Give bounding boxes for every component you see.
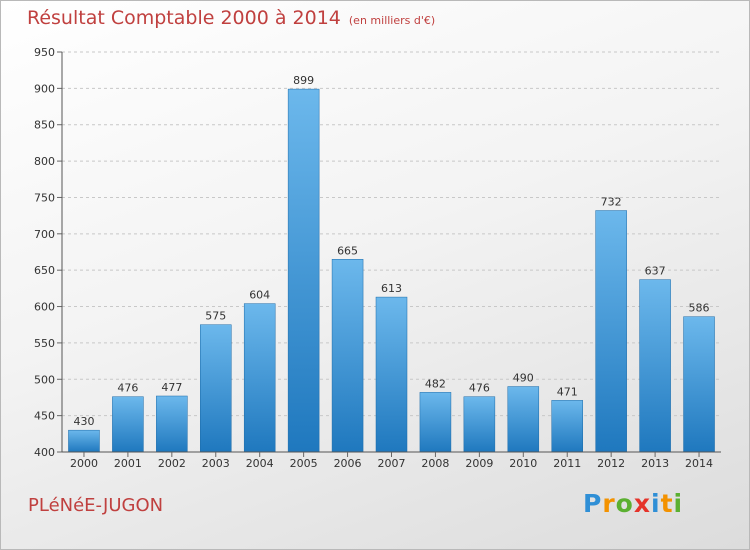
x-tick-label: 2003 [202, 457, 230, 470]
bar [683, 316, 715, 453]
x-tick-label: 2002 [158, 457, 186, 470]
bar [463, 396, 496, 453]
bar [331, 259, 364, 453]
x-tick-label: 2009 [465, 457, 493, 470]
data-label: 490 [513, 372, 534, 385]
data-label: 482 [425, 377, 446, 390]
chart-title-text: Résultat Comptable 2000 à 2014 [27, 7, 341, 29]
y-tick-label: 400 [34, 446, 55, 459]
x-tick-label: 2001 [114, 457, 142, 470]
x-tick-label: 2000 [70, 457, 98, 470]
bar [551, 400, 583, 453]
bar [419, 392, 452, 453]
y-tick-label: 950 [34, 46, 55, 59]
bar [200, 324, 232, 453]
y-tick-label: 450 [34, 410, 55, 423]
x-tick-label: 2013 [641, 457, 669, 470]
chart-subtitle: (en milliers d'€) [348, 14, 436, 27]
bars: 430 476 477 575 604 899 665 613 482 476 490 471 732 6… [68, 74, 715, 453]
bar [287, 88, 320, 453]
y-tick-label: 800 [34, 155, 55, 168]
logo-letter: P [583, 489, 603, 518]
data-label: 430 [73, 415, 94, 428]
y-axis: 400 450 500 550 600 650 700 750 800 850 900 950 [34, 46, 63, 459]
bar [243, 303, 276, 453]
data-label: 586 [689, 302, 710, 315]
data-label: 665 [337, 244, 358, 257]
x-tick-label: 2014 [685, 457, 713, 470]
logo-letter: t [660, 489, 674, 518]
data-label: 575 [205, 310, 226, 323]
x-tick-label: 2011 [553, 457, 581, 470]
x-tick-label: 2004 [246, 457, 274, 470]
y-tick-label: 750 [34, 191, 55, 204]
data-label: 476 [469, 382, 490, 395]
x-tick-label: 2010 [509, 457, 537, 470]
proxiti-logo: Proxiti [583, 489, 683, 518]
x-axis: 2000 2001 2002 2003 2004 2005 2006 2007 2008 2009… [62, 451, 721, 470]
y-tick-label: 850 [34, 119, 55, 132]
x-tick-label: 2008 [421, 457, 449, 470]
logo-letter: r [602, 489, 616, 518]
data-label: 613 [381, 282, 402, 295]
x-tick-label: 2006 [334, 457, 362, 470]
y-tick-label: 550 [34, 337, 55, 350]
data-label: 637 [645, 265, 666, 278]
logo-letter: i [651, 489, 661, 518]
logo-letter: i [673, 489, 684, 518]
data-label: 899 [293, 74, 314, 87]
y-tick-label: 700 [34, 228, 55, 241]
logo-letter: o [615, 489, 634, 518]
data-label: 604 [249, 289, 270, 302]
logo-letter: x [633, 489, 651, 518]
bar [595, 210, 627, 453]
bar [639, 279, 671, 453]
data-label: 471 [557, 385, 578, 398]
chart-title: Résultat Comptable 2000 à 2014 (en millie… [27, 7, 435, 29]
data-label: 477 [161, 381, 182, 394]
bar [112, 396, 144, 453]
bar [375, 296, 408, 453]
bar [156, 395, 188, 453]
x-tick-label: 2012 [597, 457, 625, 470]
x-tick-label: 2005 [290, 457, 318, 470]
y-tick-label: 500 [34, 373, 55, 386]
data-label: 476 [117, 382, 138, 395]
city-name: PLéNéE-JUGON [28, 495, 164, 516]
x-tick-label: 2007 [378, 457, 406, 470]
y-tick-label: 900 [34, 82, 55, 95]
data-label: 732 [601, 196, 622, 209]
bar [507, 386, 540, 453]
y-tick-label: 600 [34, 301, 55, 314]
y-tick-label: 650 [34, 264, 55, 277]
bar [68, 429, 100, 453]
